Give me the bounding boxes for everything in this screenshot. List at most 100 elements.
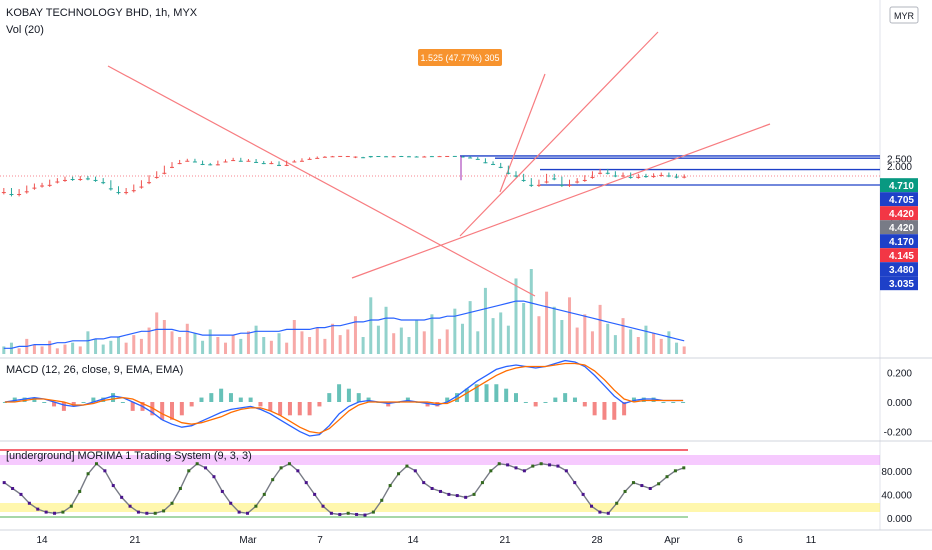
candle-body <box>185 160 190 162</box>
currency-badge[interactable] <box>889 6 919 24</box>
candle-body <box>422 156 427 158</box>
candle-body <box>613 175 618 177</box>
candles <box>1 155 687 197</box>
oscillator-dot <box>120 495 124 499</box>
oscillator-dot <box>422 481 426 485</box>
oscillator-dot <box>338 512 342 516</box>
oscillator-dot <box>380 498 384 502</box>
oscillator-dot <box>86 472 90 476</box>
candle-body <box>261 163 266 165</box>
volume-bar <box>139 338 143 354</box>
volume-bar <box>262 337 266 354</box>
volume-bar <box>537 316 541 354</box>
volume-bar <box>254 325 258 354</box>
macd-hist-bar <box>622 402 627 416</box>
oscillator-dot <box>262 492 266 496</box>
oscillator-dot <box>170 501 174 505</box>
macd-tick-label: 0.200 <box>887 368 912 379</box>
macd-tick-label: -0.200 <box>884 428 913 439</box>
volume-bar <box>583 314 587 354</box>
candle-body <box>40 185 45 187</box>
candle-body <box>682 176 687 178</box>
volume-bar <box>499 312 503 354</box>
candle-body <box>621 175 626 177</box>
oscillator-dot <box>413 469 417 473</box>
oscillator-dot <box>204 466 208 470</box>
volume-bar <box>147 327 151 354</box>
macd-hist-bar <box>504 388 509 402</box>
macd-hist-bar <box>631 397 636 402</box>
candle-body <box>445 155 450 157</box>
volume-bar <box>460 323 464 354</box>
volume-bar <box>346 329 350 354</box>
candle-body <box>506 172 511 174</box>
oscillator-dot <box>78 489 82 493</box>
oscillator-dot <box>371 510 375 514</box>
candle-body <box>47 184 52 186</box>
candle-body <box>483 162 488 164</box>
macd-hist-bar <box>91 397 96 402</box>
candle-body <box>223 161 228 163</box>
macd-hist-bar <box>219 388 224 402</box>
volume-ma-path <box>3 300 685 349</box>
macd-hist-bar <box>346 388 351 402</box>
volume-bar <box>629 329 633 354</box>
macd-hist-bar <box>111 393 116 402</box>
macd-hist-bar <box>582 402 587 407</box>
macd-hist-bar <box>71 402 76 407</box>
volume-bar <box>239 338 243 354</box>
macd-hist-bar <box>455 393 460 402</box>
price-label-text: 4.705 <box>889 195 914 206</box>
price-label-text: 4.170 <box>889 237 914 248</box>
macd-hist-bar <box>484 384 489 402</box>
volume-bar <box>407 337 411 354</box>
candle-body <box>353 156 358 158</box>
oscillator-dot <box>464 495 468 499</box>
candle-body <box>32 187 37 189</box>
candle-body <box>590 176 595 178</box>
candle-body <box>529 184 534 186</box>
candle-body <box>9 194 14 196</box>
oscillator-tick-label: 0.000 <box>887 514 912 525</box>
volume-bar <box>636 337 640 354</box>
trend-line <box>499 73 546 193</box>
macd-hist-bar <box>120 402 125 403</box>
oscillator-dot <box>640 484 644 488</box>
candle-body <box>429 156 434 158</box>
oscillator-dot <box>447 492 451 496</box>
volume-bar <box>529 269 533 354</box>
oscillator-dot <box>631 481 635 485</box>
oscillator-dot <box>195 462 199 466</box>
oscillator-dot <box>430 487 434 490</box>
candle-body <box>62 179 67 181</box>
macd-hist-bar <box>278 402 283 416</box>
macd-hist-bar <box>297 402 302 416</box>
macd-hist-bar <box>61 402 66 411</box>
oscillator-dot <box>531 464 535 468</box>
candle-body <box>85 178 90 180</box>
macd-hist-bar <box>553 397 558 402</box>
volume-bar <box>667 331 671 354</box>
volume-bar <box>216 337 220 354</box>
oscillator-dot <box>682 466 686 470</box>
macd-hist-bar <box>474 384 479 402</box>
candle-body <box>254 161 259 163</box>
horizontal-levels <box>460 155 880 186</box>
volume-bar <box>361 337 365 354</box>
macd-hist-bar <box>327 393 332 402</box>
oscillator-dot <box>497 462 501 466</box>
macd-hist-bar <box>405 397 410 402</box>
time-tick-label: Apr <box>664 535 680 546</box>
macd-hist-bar <box>317 402 322 407</box>
oscillator-dot <box>19 492 23 496</box>
macd-hist-bar <box>602 402 607 420</box>
candle-body <box>582 179 587 181</box>
candle-body <box>598 172 603 174</box>
volume-bar <box>109 340 113 354</box>
oscillator-dot <box>598 510 602 514</box>
measure-badge <box>418 49 502 66</box>
volume-bar <box>369 297 373 354</box>
volume-bar <box>415 320 419 354</box>
volume-bar <box>331 323 335 354</box>
volume-bar <box>590 331 594 354</box>
